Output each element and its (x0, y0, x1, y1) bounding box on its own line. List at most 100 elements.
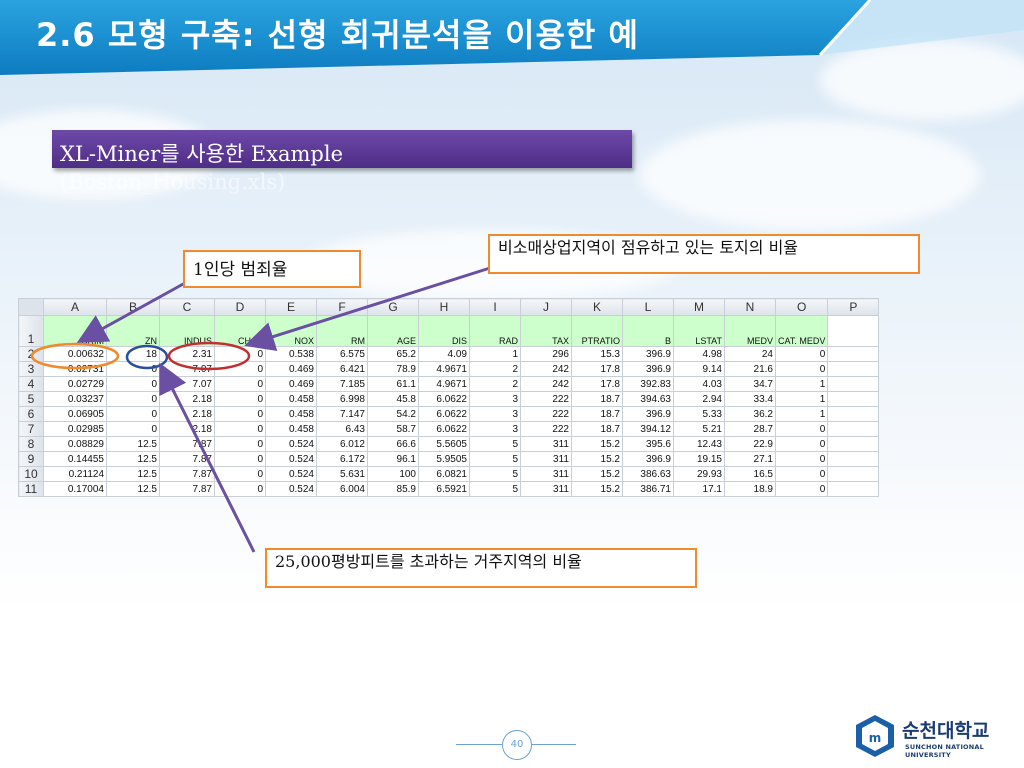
table-cell[interactable]: 33.4 (724, 391, 776, 407)
table-cell[interactable]: 6.0622 (418, 421, 470, 437)
table-cell[interactable]: 27.1 (724, 451, 776, 467)
table-cell[interactable]: 4.09 (418, 346, 470, 362)
table-cell[interactable]: 7.87 (159, 451, 215, 467)
table-cell[interactable]: 1 (774, 391, 829, 407)
table-cell[interactable]: 0 (774, 346, 829, 362)
table-cell[interactable]: 0.458 (265, 421, 317, 437)
table-cell[interactable]: 395.6 (622, 436, 674, 452)
table-cell[interactable]: 311 (520, 481, 572, 497)
table-cell[interactable]: 5 (469, 436, 521, 452)
table-cell[interactable]: 18.7 (571, 391, 623, 407)
table-cell[interactable]: 85.9 (367, 481, 419, 497)
table-cell[interactable]: 5.631 (316, 466, 368, 482)
table-cell[interactable]: 5.5605 (418, 436, 470, 452)
table-cell[interactable]: 5 (469, 451, 521, 467)
table-cell[interactable]: 0.06905 (43, 406, 107, 422)
column-header[interactable]: C (159, 298, 215, 316)
table-cell[interactable]: 15.2 (571, 451, 623, 467)
table-cell[interactable]: 0 (774, 466, 829, 482)
table-cell[interactable]: 222 (520, 421, 572, 437)
field-header-cell[interactable]: DIS (418, 315, 470, 347)
table-cell[interactable]: 0 (106, 421, 160, 437)
column-header[interactable]: H (418, 298, 470, 316)
row-number[interactable]: 8 (18, 436, 44, 452)
table-cell[interactable]: 0 (774, 481, 829, 497)
table-cell[interactable]: 18 (106, 346, 160, 362)
table-cell[interactable]: 0.524 (265, 436, 317, 452)
table-cell[interactable]: 15.3 (571, 346, 623, 362)
column-header[interactable]: E (265, 298, 317, 316)
table-cell[interactable]: 0 (774, 451, 829, 467)
table-cell[interactable]: 3 (469, 421, 521, 437)
table-cell[interactable]: 34.7 (724, 376, 776, 392)
table-cell[interactable]: 12.5 (106, 451, 160, 467)
table-cell[interactable]: 22.9 (724, 436, 776, 452)
table-cell[interactable] (827, 361, 880, 377)
table-cell[interactable]: 7.87 (159, 481, 215, 497)
table-cell[interactable]: 78.9 (367, 361, 419, 377)
table-cell[interactable]: 222 (520, 406, 572, 422)
table-cell[interactable] (827, 376, 880, 392)
table-cell[interactable]: 54.2 (367, 406, 419, 422)
table-cell[interactable]: 65.2 (367, 346, 419, 362)
table-cell[interactable]: 386.71 (622, 481, 674, 497)
table-cell[interactable]: 0.458 (265, 391, 317, 407)
table-cell[interactable]: 0.17004 (43, 481, 107, 497)
field-header-cell[interactable]: MEDV (724, 315, 776, 347)
table-cell[interactable]: 6.012 (316, 436, 368, 452)
table-cell[interactable]: 18.7 (571, 421, 623, 437)
table-cell[interactable]: 6.5921 (418, 481, 470, 497)
field-header-cell[interactable]: RAD (469, 315, 521, 347)
table-cell[interactable]: 16.5 (724, 466, 776, 482)
table-cell[interactable]: 0.08829 (43, 436, 107, 452)
table-cell[interactable]: 222 (520, 391, 572, 407)
row-number[interactable]: 7 (18, 421, 44, 437)
field-header-cell[interactable]: RM (316, 315, 368, 347)
table-cell[interactable]: 242 (520, 376, 572, 392)
table-cell[interactable] (827, 481, 880, 497)
table-cell[interactable]: 0 (214, 466, 266, 482)
table-cell[interactable]: 6.43 (316, 421, 368, 437)
table-cell[interactable]: 0.02985 (43, 421, 107, 437)
table-cell[interactable] (827, 346, 880, 362)
table-cell[interactable]: 396.9 (622, 406, 674, 422)
column-header[interactable]: D (214, 298, 266, 316)
field-header-cell[interactable]: CAT. MEDV (774, 315, 829, 347)
table-cell[interactable]: 66.6 (367, 436, 419, 452)
table-cell[interactable] (827, 436, 880, 452)
field-header-cell[interactable]: AGE (367, 315, 419, 347)
field-header-cell[interactable]: LSTAT (673, 315, 725, 347)
table-cell[interactable]: 5.9505 (418, 451, 470, 467)
table-cell[interactable]: 6.004 (316, 481, 368, 497)
table-cell[interactable]: 9.14 (673, 361, 725, 377)
field-header-cell[interactable]: B (622, 315, 674, 347)
table-cell[interactable]: 2.18 (159, 406, 215, 422)
table-cell[interactable]: 7.147 (316, 406, 368, 422)
table-cell[interactable]: 0 (214, 451, 266, 467)
table-cell[interactable]: 19.15 (673, 451, 725, 467)
column-header[interactable]: L (622, 298, 674, 316)
table-cell[interactable]: 6.172 (316, 451, 368, 467)
table-cell[interactable]: 0 (214, 436, 266, 452)
column-header[interactable]: I (469, 298, 521, 316)
table-cell[interactable]: 242 (520, 361, 572, 377)
column-header[interactable]: B (106, 298, 160, 316)
table-cell[interactable]: 15.2 (571, 481, 623, 497)
table-cell[interactable]: 386.63 (622, 466, 674, 482)
table-cell[interactable]: 296 (520, 346, 572, 362)
table-cell[interactable]: 36.2 (724, 406, 776, 422)
table-cell[interactable]: 0 (214, 376, 266, 392)
table-cell[interactable]: 17.1 (673, 481, 725, 497)
row-number[interactable]: 5 (18, 391, 44, 407)
table-cell[interactable]: 28.7 (724, 421, 776, 437)
table-cell[interactable]: 0 (214, 421, 266, 437)
table-cell[interactable]: 0 (106, 376, 160, 392)
table-cell[interactable]: 12.5 (106, 481, 160, 497)
table-cell[interactable]: 12.43 (673, 436, 725, 452)
table-cell[interactable]: 0 (214, 481, 266, 497)
table-cell[interactable]: 0.524 (265, 451, 317, 467)
table-cell[interactable]: 1 (774, 376, 829, 392)
table-cell[interactable]: 18.9 (724, 481, 776, 497)
table-cell[interactable]: 15.2 (571, 466, 623, 482)
table-cell[interactable]: 6.421 (316, 361, 368, 377)
